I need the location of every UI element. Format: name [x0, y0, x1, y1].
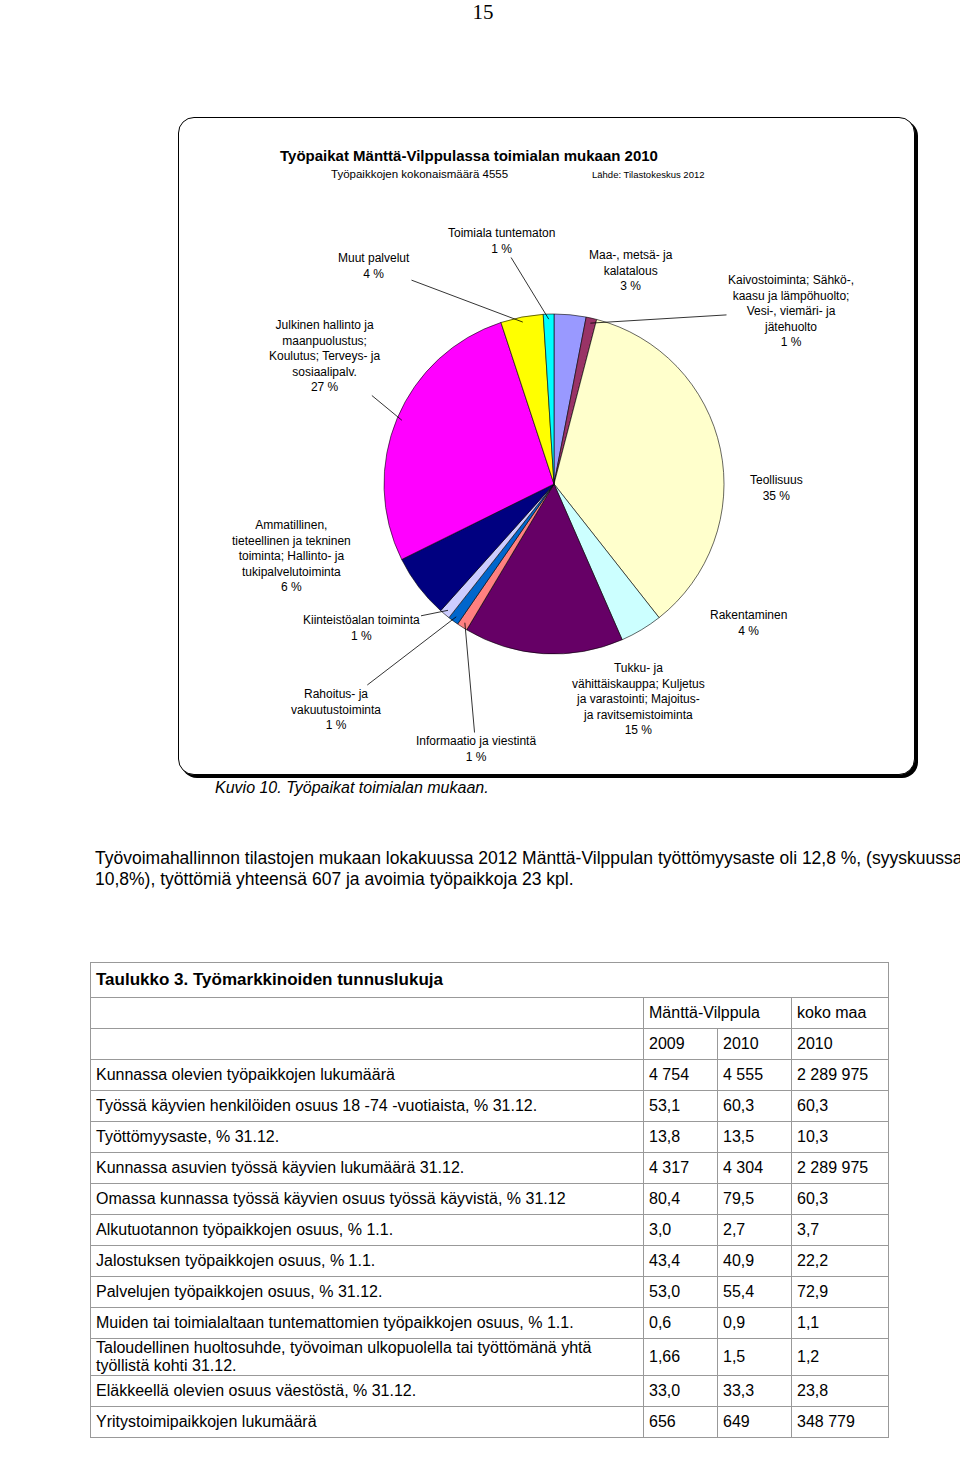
svg-text:Kaivostoiminta; Sähkö-,kaasu j: Kaivostoiminta; Sähkö-,kaasu ja lämpöhuo…: [728, 273, 854, 349]
html-text:1,5: 1,5: [723, 1348, 746, 1365]
html-text:55,4: 55,4: [723, 1283, 755, 1300]
html-text:Taulukko 3. Työmarkkinoiden tu: Taulukko 3. Työmarkkinoiden tunnuslukuja: [96, 970, 443, 989]
html-text:43,4: 43,4: [649, 1252, 681, 1269]
html-text:80,4: 80,4: [649, 1190, 681, 1207]
html-text:3,7: 3,7: [797, 1221, 820, 1238]
html-text:Kunnassa asuvien työssä käyvie: Kunnassa asuvien työssä käyvien lukumäär…: [96, 1159, 465, 1176]
html-text:22,2: 22,2: [797, 1252, 829, 1269]
html-text:15: 15: [472, 0, 494, 24]
html-text:3,0: 3,0: [649, 1221, 672, 1238]
html-text:2 289 975: 2 289 975: [797, 1159, 869, 1176]
html-text:656: 656: [649, 1413, 676, 1430]
html-text:4 555: 4 555: [723, 1066, 763, 1083]
svg-text:Ammatillinen,tieteellinen ja t: Ammatillinen,tieteellinen ja tekninentoi…: [232, 518, 351, 594]
svg-text:Maa-, metsä- jakalatalous3 %: Maa-, metsä- jakalatalous3 %: [589, 248, 673, 293]
svg-text:Informaatio ja viestintä1 %: Informaatio ja viestintä1 %: [416, 734, 536, 764]
html-text:13,5: 13,5: [723, 1128, 755, 1145]
html-text:Mänttä-Vilppula: Mänttä-Vilppula: [649, 1004, 760, 1021]
html-text:348 779: 348 779: [797, 1413, 855, 1430]
html-text:Kuvio 10. Työpaikat toimialan: Kuvio 10. Työpaikat toimialan mukaan.: [215, 779, 489, 796]
html-text:4 304: 4 304: [723, 1159, 763, 1176]
html-text:Muiden tai toimialaltaan tunte: Muiden tai toimialaltaan tuntemattomien …: [96, 1314, 574, 1331]
html-text:2009: 2009: [649, 1035, 685, 1052]
svg-text:Rahoitus- javakuutustoiminta1: Rahoitus- javakuutustoiminta1 %: [291, 687, 381, 732]
html-text:33,0: 33,0: [649, 1382, 681, 1399]
html-text:4 754: 4 754: [649, 1066, 689, 1083]
svg-text:Muut palvelut4 %: Muut palvelut4 %: [338, 251, 410, 281]
html-text:Alkutuotannon työpaikkojen osu: Alkutuotannon työpaikkojen osuus, % 1.1.: [96, 1221, 394, 1238]
html-text:2 289 975: 2 289 975: [797, 1066, 869, 1083]
html-text:1,2: 1,2: [797, 1348, 820, 1365]
svg-text:Teollisuus35 %: Teollisuus35 %: [750, 473, 803, 503]
svg-text:Lähde: Tilastokeskus 2012: Lähde: Tilastokeskus 2012: [592, 169, 705, 180]
html-text:40,9: 40,9: [723, 1252, 755, 1269]
html-text:0,9: 0,9: [723, 1314, 746, 1331]
html-text:60,3: 60,3: [797, 1097, 829, 1114]
html-text:60,3: 60,3: [797, 1190, 829, 1207]
svg-text:Kiinteistöalan toiminta1 %: Kiinteistöalan toiminta1 %: [303, 613, 420, 643]
html-text:koko maa: koko maa: [797, 1004, 867, 1021]
html-text:Palvelujen työpaikkojen osuus,: Palvelujen työpaikkojen osuus, % 31.12.: [96, 1283, 383, 1300]
html-text:10,3: 10,3: [797, 1128, 829, 1145]
html-text:79,5: 79,5: [723, 1190, 755, 1207]
html-text:53,0: 53,0: [649, 1283, 681, 1300]
html-text:Yritystoimipaikkojen lukumäärä: Yritystoimipaikkojen lukumäärä: [96, 1413, 317, 1430]
html-text:2010: 2010: [723, 1035, 759, 1052]
html-text:Työttömyysaste, % 31.12.: Työttömyysaste, % 31.12.: [96, 1128, 280, 1145]
html-text:649: 649: [723, 1413, 750, 1430]
svg-text:Työpaikkojen kokonaismäärä 455: Työpaikkojen kokonaismäärä 4555: [331, 168, 508, 180]
html-text:1,66: 1,66: [649, 1348, 681, 1365]
svg-text:Työpaikat Mänttä-Vilppulassa t: Työpaikat Mänttä-Vilppulassa toimialan m…: [280, 147, 658, 164]
html-text:1,1: 1,1: [797, 1314, 820, 1331]
svg-text:Julkinen hallinto jamaanpuolus: Julkinen hallinto jamaanpuolustus;Koulut…: [269, 318, 380, 394]
html-text:Eläkkeellä olevien osuus väest: Eläkkeellä olevien osuus väestöstä, % 31…: [96, 1382, 417, 1399]
html-text:Kunnassa olevien työpaikkojen: Kunnassa olevien työpaikkojen lukumäärä: [96, 1066, 395, 1083]
html-text:0,6: 0,6: [649, 1314, 672, 1331]
html-text:Jalostuksen työpaikkojen osuus: Jalostuksen työpaikkojen osuus, % 1.1.: [96, 1252, 376, 1269]
html-text:Omassa kunnassa työssä käyvien: Omassa kunnassa työssä käyvien osuus työ…: [96, 1190, 566, 1207]
svg-text:Toimiala tuntematon1 %: Toimiala tuntematon1 %: [448, 226, 555, 256]
svg-text:Tukku- javähittäiskauppa; Kulj: Tukku- javähittäiskauppa; Kuljetusja var…: [572, 661, 705, 737]
html-text:13,8: 13,8: [649, 1128, 681, 1145]
html-text:53,1: 53,1: [649, 1097, 681, 1114]
html-text:2,7: 2,7: [723, 1221, 746, 1238]
html-text:Työssä käyvien henkilöiden osu: Työssä käyvien henkilöiden osuus 18 -74 …: [96, 1097, 538, 1114]
html-text:Taloudellinen huoltosuhde, työ: Taloudellinen huoltosuhde, työvoiman ulk…: [96, 1339, 592, 1374]
html-text:23,8: 23,8: [797, 1382, 829, 1399]
html-text:4 317: 4 317: [649, 1159, 689, 1176]
html-text:2010: 2010: [797, 1035, 833, 1052]
html-text:33,3: 33,3: [723, 1382, 755, 1399]
html-text:72,9: 72,9: [797, 1283, 829, 1300]
html-text:60,3: 60,3: [723, 1097, 755, 1114]
svg-text:Rakentaminen4 %: Rakentaminen4 %: [710, 608, 787, 638]
